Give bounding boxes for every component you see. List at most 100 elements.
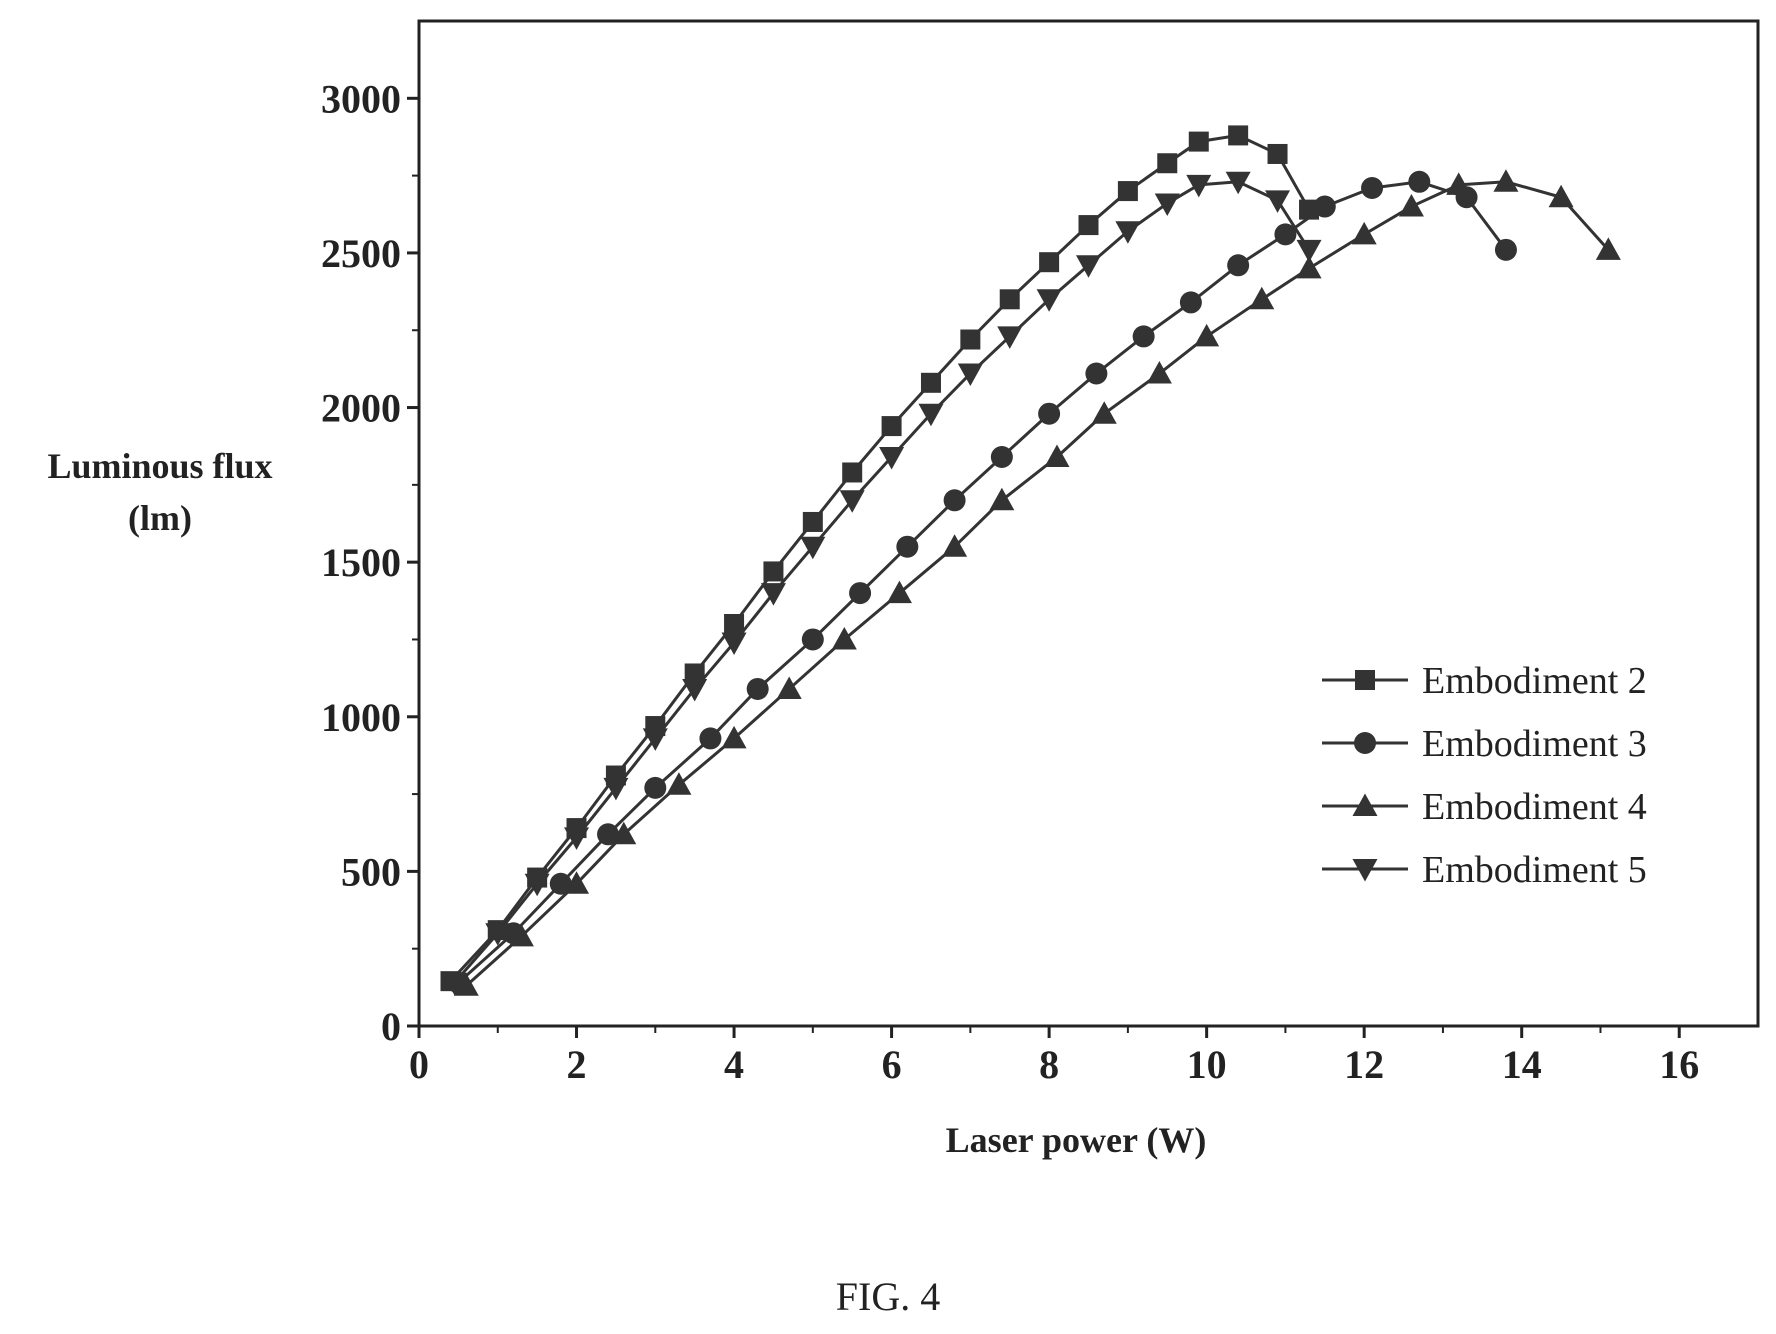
data-point-circle [1408, 170, 1431, 193]
data-point-square [724, 614, 745, 634]
legend-label: Embodiment 3 [1422, 723, 1647, 765]
data-point-square [881, 416, 902, 437]
y-axis-title-line-2: (lm) [128, 498, 192, 538]
y-tick-label: 0 [381, 1004, 401, 1049]
x-tick-label: 0 [409, 1042, 429, 1087]
legend-label: Embodiment 5 [1422, 849, 1647, 891]
data-point-triangle-up [1548, 184, 1574, 208]
data-point-circle [549, 872, 572, 895]
legend-item: Embodiment 4 [1322, 786, 1647, 828]
x-tick-label: 12 [1344, 1042, 1384, 1087]
data-point-triangle-down [564, 827, 590, 850]
data-point-triangle-up [1446, 172, 1472, 195]
data-point-triangle-up [1091, 401, 1117, 424]
data-point-square [1078, 215, 1099, 236]
data-point-triangle-up [776, 676, 802, 699]
data-point-triangle-up [942, 534, 968, 557]
data-point-triangle-down [1186, 174, 1212, 198]
legend-item: Embodiment 3 [1322, 723, 1647, 765]
data-point-circle [896, 535, 919, 558]
series-1 [440, 125, 1320, 992]
data-point-circle [943, 489, 966, 512]
data-point-triangle-up [611, 821, 637, 845]
data-point-triangle-down [682, 678, 708, 702]
legend-marker-triangle-down [1352, 859, 1378, 882]
data-point-triangle-up [453, 973, 479, 996]
data-point-triangle-up [1146, 361, 1172, 384]
data-point-circle [1313, 195, 1336, 218]
data-point-triangle-down [1036, 289, 1062, 312]
data-point-triangle-up [564, 871, 590, 894]
legend: Embodiment 2 Embodiment 3 Embodiment 4 Embo… [1322, 660, 1647, 891]
data-point-triangle-up [1249, 286, 1275, 310]
legend-marker-triangle-up [1352, 793, 1378, 816]
data-point-triangle-down [524, 873, 550, 897]
data-point-circle [1227, 254, 1250, 277]
x-tick-label: 4 [724, 1042, 744, 1087]
plot-frame [417, 19, 1760, 1028]
data-point-circle [990, 446, 1013, 469]
data-point-square [999, 289, 1020, 310]
data-point-square [920, 372, 941, 393]
data-point-circle [1274, 223, 1297, 246]
data-point-triangle-up [886, 580, 912, 604]
data-point-triangle-down [957, 363, 983, 387]
data-point-circle [1085, 362, 1108, 385]
series-line [449, 133, 1311, 983]
series-layer [440, 125, 1621, 996]
legend-item: Embodiment 5 [1322, 849, 1647, 891]
data-point-triangle-down [879, 447, 905, 470]
data-point-triangle-down [1296, 239, 1322, 263]
data-point-circle [699, 727, 722, 750]
data-point-triangle-down [1225, 171, 1251, 195]
series-4 [441, 171, 1322, 996]
data-point-square [1117, 181, 1138, 202]
legend-label: Embodiment 2 [1422, 660, 1647, 702]
data-point-circle [597, 823, 620, 846]
data-point-triangle-down [800, 536, 826, 560]
data-point-circle [1361, 176, 1384, 199]
data-point-triangle-down [603, 777, 629, 801]
data-point-square [802, 511, 823, 532]
data-point-triangle-down [1265, 190, 1291, 213]
data-point-triangle-down [918, 403, 944, 427]
data-point-square [842, 462, 863, 483]
data-point-triangle-down [485, 923, 511, 946]
data-point-triangle-down [441, 972, 467, 996]
y-tick-label: 500 [341, 849, 401, 894]
y-tick-label: 2500 [321, 231, 401, 276]
series-2 [447, 170, 1517, 994]
x-tick-label: 2 [567, 1042, 587, 1087]
y-tick-label: 1000 [321, 695, 401, 740]
x-tick-label: 14 [1502, 1042, 1542, 1087]
data-point-circle [746, 677, 769, 700]
data-point-triangle-up [666, 772, 692, 795]
data-point-circle [1179, 291, 1202, 314]
data-point-triangle-up [1493, 169, 1519, 192]
x-tick-label: 6 [882, 1042, 902, 1087]
data-point-triangle-up [508, 923, 534, 947]
data-point-triangle-up [1044, 444, 1070, 468]
y-axis-ticks: 0 500 1000 1500 2000 2500 3000 [321, 76, 419, 1049]
data-point-circle [644, 776, 667, 799]
data-point-square [684, 663, 705, 684]
x-axis-ticks: 0 2 4 6 8 10 12 14 16 [409, 1026, 1699, 1087]
x-tick-label: 16 [1659, 1042, 1699, 1087]
data-point-circle [1038, 402, 1061, 425]
data-point-triangle-down [642, 728, 668, 751]
data-point-square [1228, 125, 1249, 146]
x-axis-title: Laser power (W) [946, 1120, 1207, 1160]
data-point-circle [849, 582, 872, 605]
data-point-triangle-up [831, 626, 857, 650]
data-point-square [960, 329, 981, 350]
data-point-circle [801, 628, 824, 651]
y-axis-title-line-1: Luminous flux [47, 446, 272, 486]
data-point-triangle-down [997, 326, 1023, 349]
data-point-triangle-down [721, 632, 747, 656]
data-point-square [1157, 153, 1178, 174]
legend-marker-circle [1354, 732, 1376, 754]
data-point-circle [1494, 238, 1517, 261]
series-line [457, 180, 1508, 984]
data-point-square [1188, 131, 1209, 152]
